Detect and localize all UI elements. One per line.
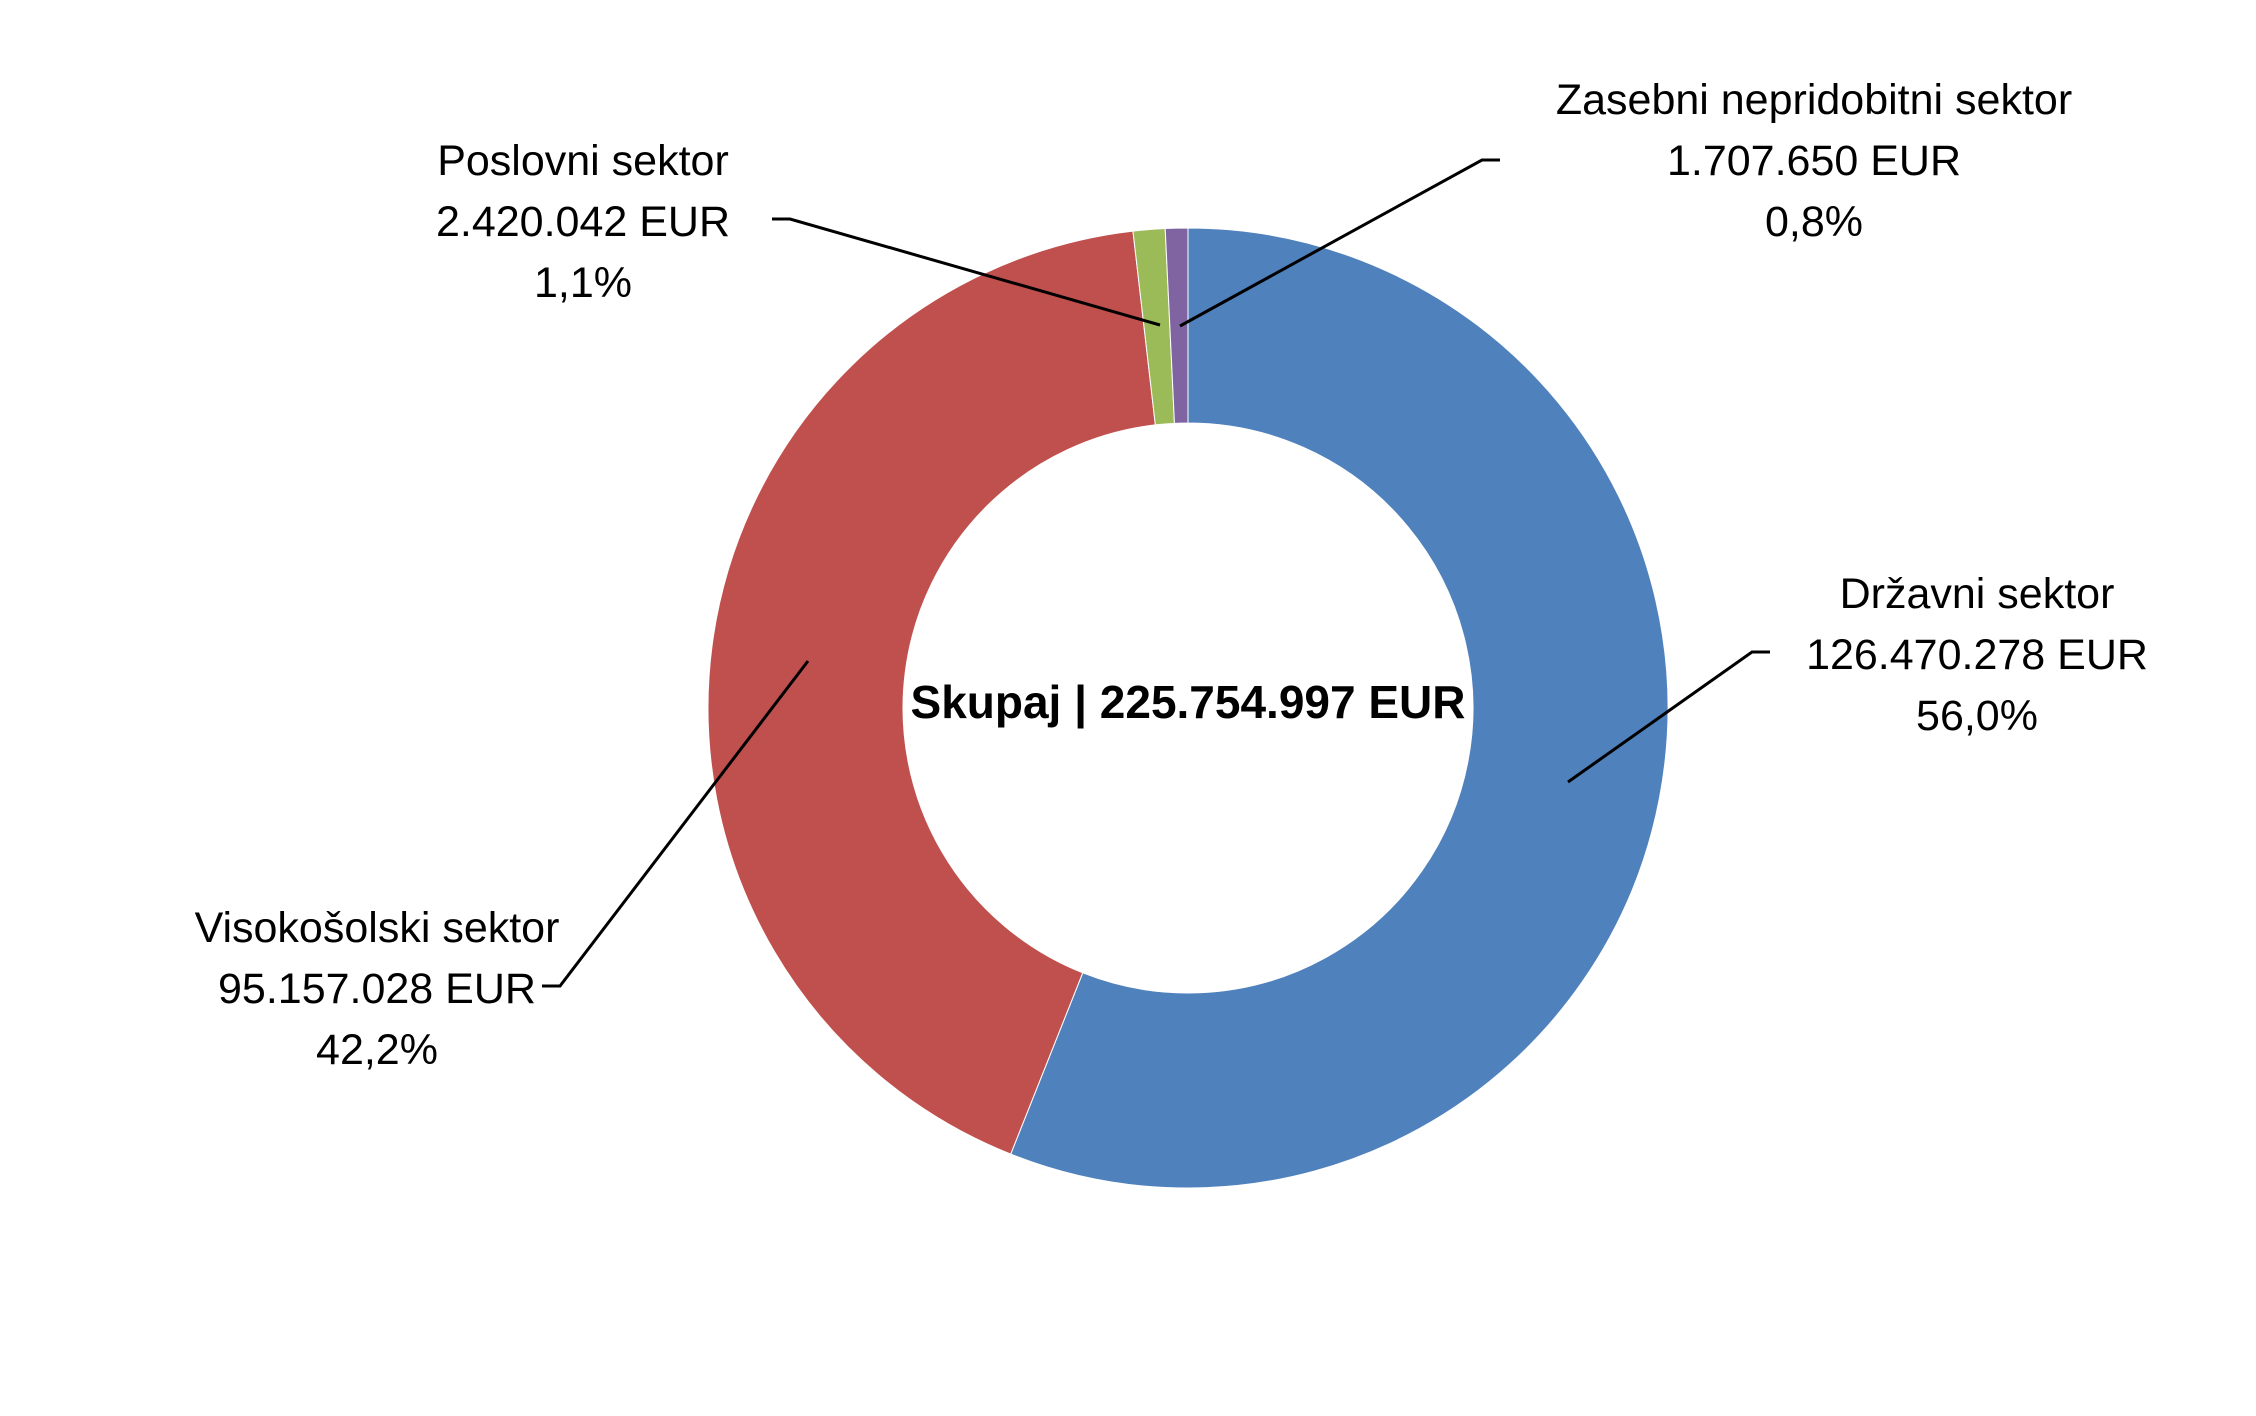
leader-lines-layer [542, 158, 1770, 988]
slices-layer [707, 227, 1669, 1189]
leader-visokosolski-sektor [542, 660, 810, 988]
label-value: 2.420.042 EUR [436, 198, 730, 246]
slice-zasebni-nepridobitni-sektor [1164, 227, 1189, 424]
slice-drzavni-sektor [1010, 227, 1669, 1189]
leader-zasebni-nepridobitni-sektor [1179, 158, 1500, 328]
label-percent: 1,1% [534, 259, 632, 307]
slice-visokosolski-sektor [707, 230, 1156, 1155]
label-value: 1.707.650 EUR [1667, 137, 1961, 185]
label-percent: 42,2% [316, 1026, 438, 1074]
leader-poslovni-sektor [772, 217, 1161, 327]
leader-drzavni-sektor [1567, 650, 1770, 784]
label-value: 95.157.028 EUR [218, 965, 536, 1013]
label-zasebni-nepridobitni-sektor: Zasebni nepridobitni sektor 1.707.650 EUR… [1556, 76, 2072, 246]
center-total-label: Skupaj | 225.754.997 EUR [911, 676, 1466, 728]
label-name: Državni sektor [1840, 570, 2115, 618]
label-percent: 56,0% [1916, 692, 2038, 740]
data-labels-layer: Državni sektor 126.470.278 EUR 56,0% Visoko… [195, 76, 2148, 1074]
label-name: Poslovni sektor [437, 137, 729, 185]
label-poslovni-sektor: Poslovni sektor 2.420.042 EUR 1,1% [436, 137, 730, 307]
label-percent: 0,8% [1765, 198, 1863, 246]
label-value: 126.470.278 EUR [1806, 631, 2148, 679]
label-name: Zasebni nepridobitni sektor [1556, 76, 2072, 124]
label-visokosolski-sektor: Visokošolski sektor 95.157.028 EUR 42,2% [195, 904, 560, 1074]
label-drzavni-sektor: Državni sektor 126.470.278 EUR 56,0% [1806, 570, 2148, 740]
label-name: Visokošolski sektor [195, 904, 560, 952]
